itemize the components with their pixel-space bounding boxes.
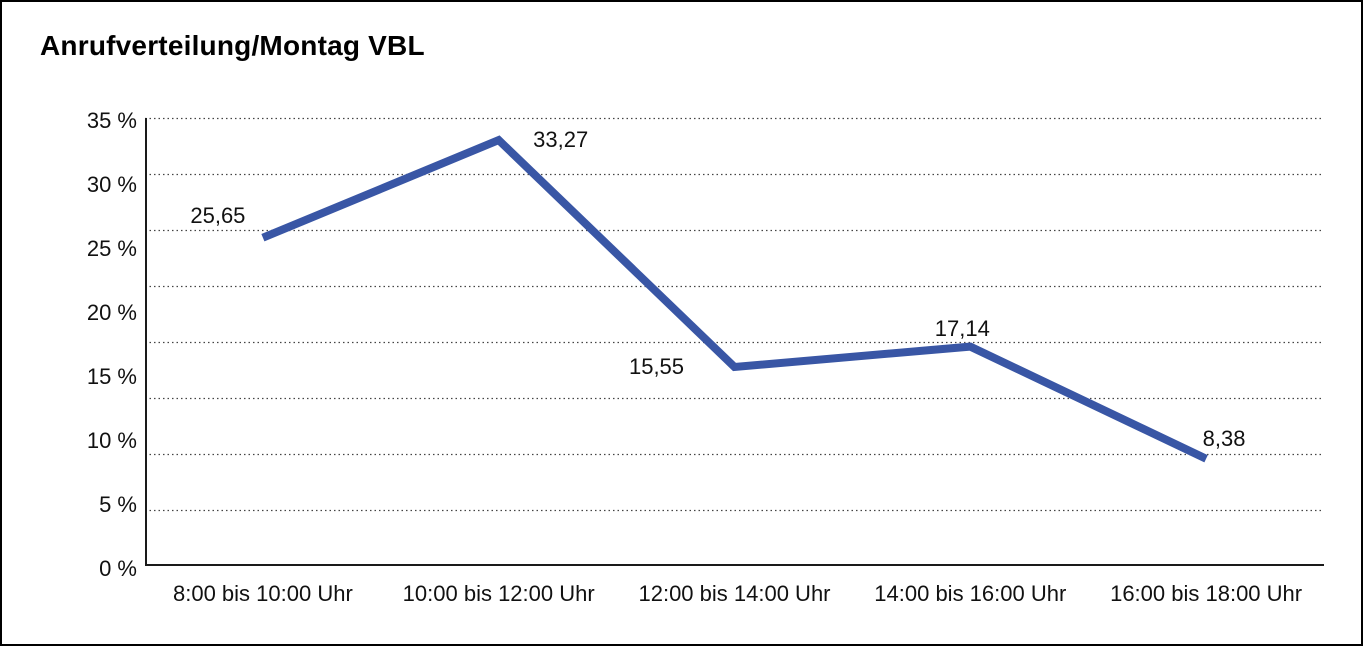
plot-area (145, 117, 1324, 566)
data-point-label: 8,38 (1202, 425, 1246, 451)
y-axis-tick-label: 35 % (86, 108, 137, 133)
line-chart-svg (145, 117, 1324, 566)
y-axis-tick-label: 5 % (99, 492, 137, 517)
y-axis-tick-label: 30 % (86, 172, 137, 197)
chart-title: Anrufverteilung/Montag VBL (40, 30, 425, 61)
y-axis-tick-label: 0 % (99, 556, 137, 581)
data-point-label: 17,14 (934, 315, 990, 341)
data-point-label: 15,55 (628, 353, 685, 379)
y-axis-tick-label: 15 % (86, 364, 137, 389)
data-series-line (261, 135, 1208, 463)
y-axis-tick-label: 20 % (86, 300, 137, 325)
data-point-label: 33,27 (533, 127, 589, 153)
x-axis-tick-label: 14:00 bis 16:00 Uhr (874, 581, 1067, 606)
x-axis-tick-label: 10:00 bis 12:00 Uhr (402, 581, 595, 606)
x-axis-tick-label: 12:00 bis 14:00 Uhr (638, 581, 831, 606)
y-axis-tick-label: 10 % (86, 428, 137, 453)
data-point-label: 25,65 (190, 202, 246, 228)
x-axis-tick-label: 16:00 bis 18:00 Uhr (1110, 581, 1303, 606)
x-axis-tick-label: 8:00 bis 10:00 Uhr (173, 581, 353, 606)
y-axis-tick-label: 25 % (86, 236, 137, 261)
